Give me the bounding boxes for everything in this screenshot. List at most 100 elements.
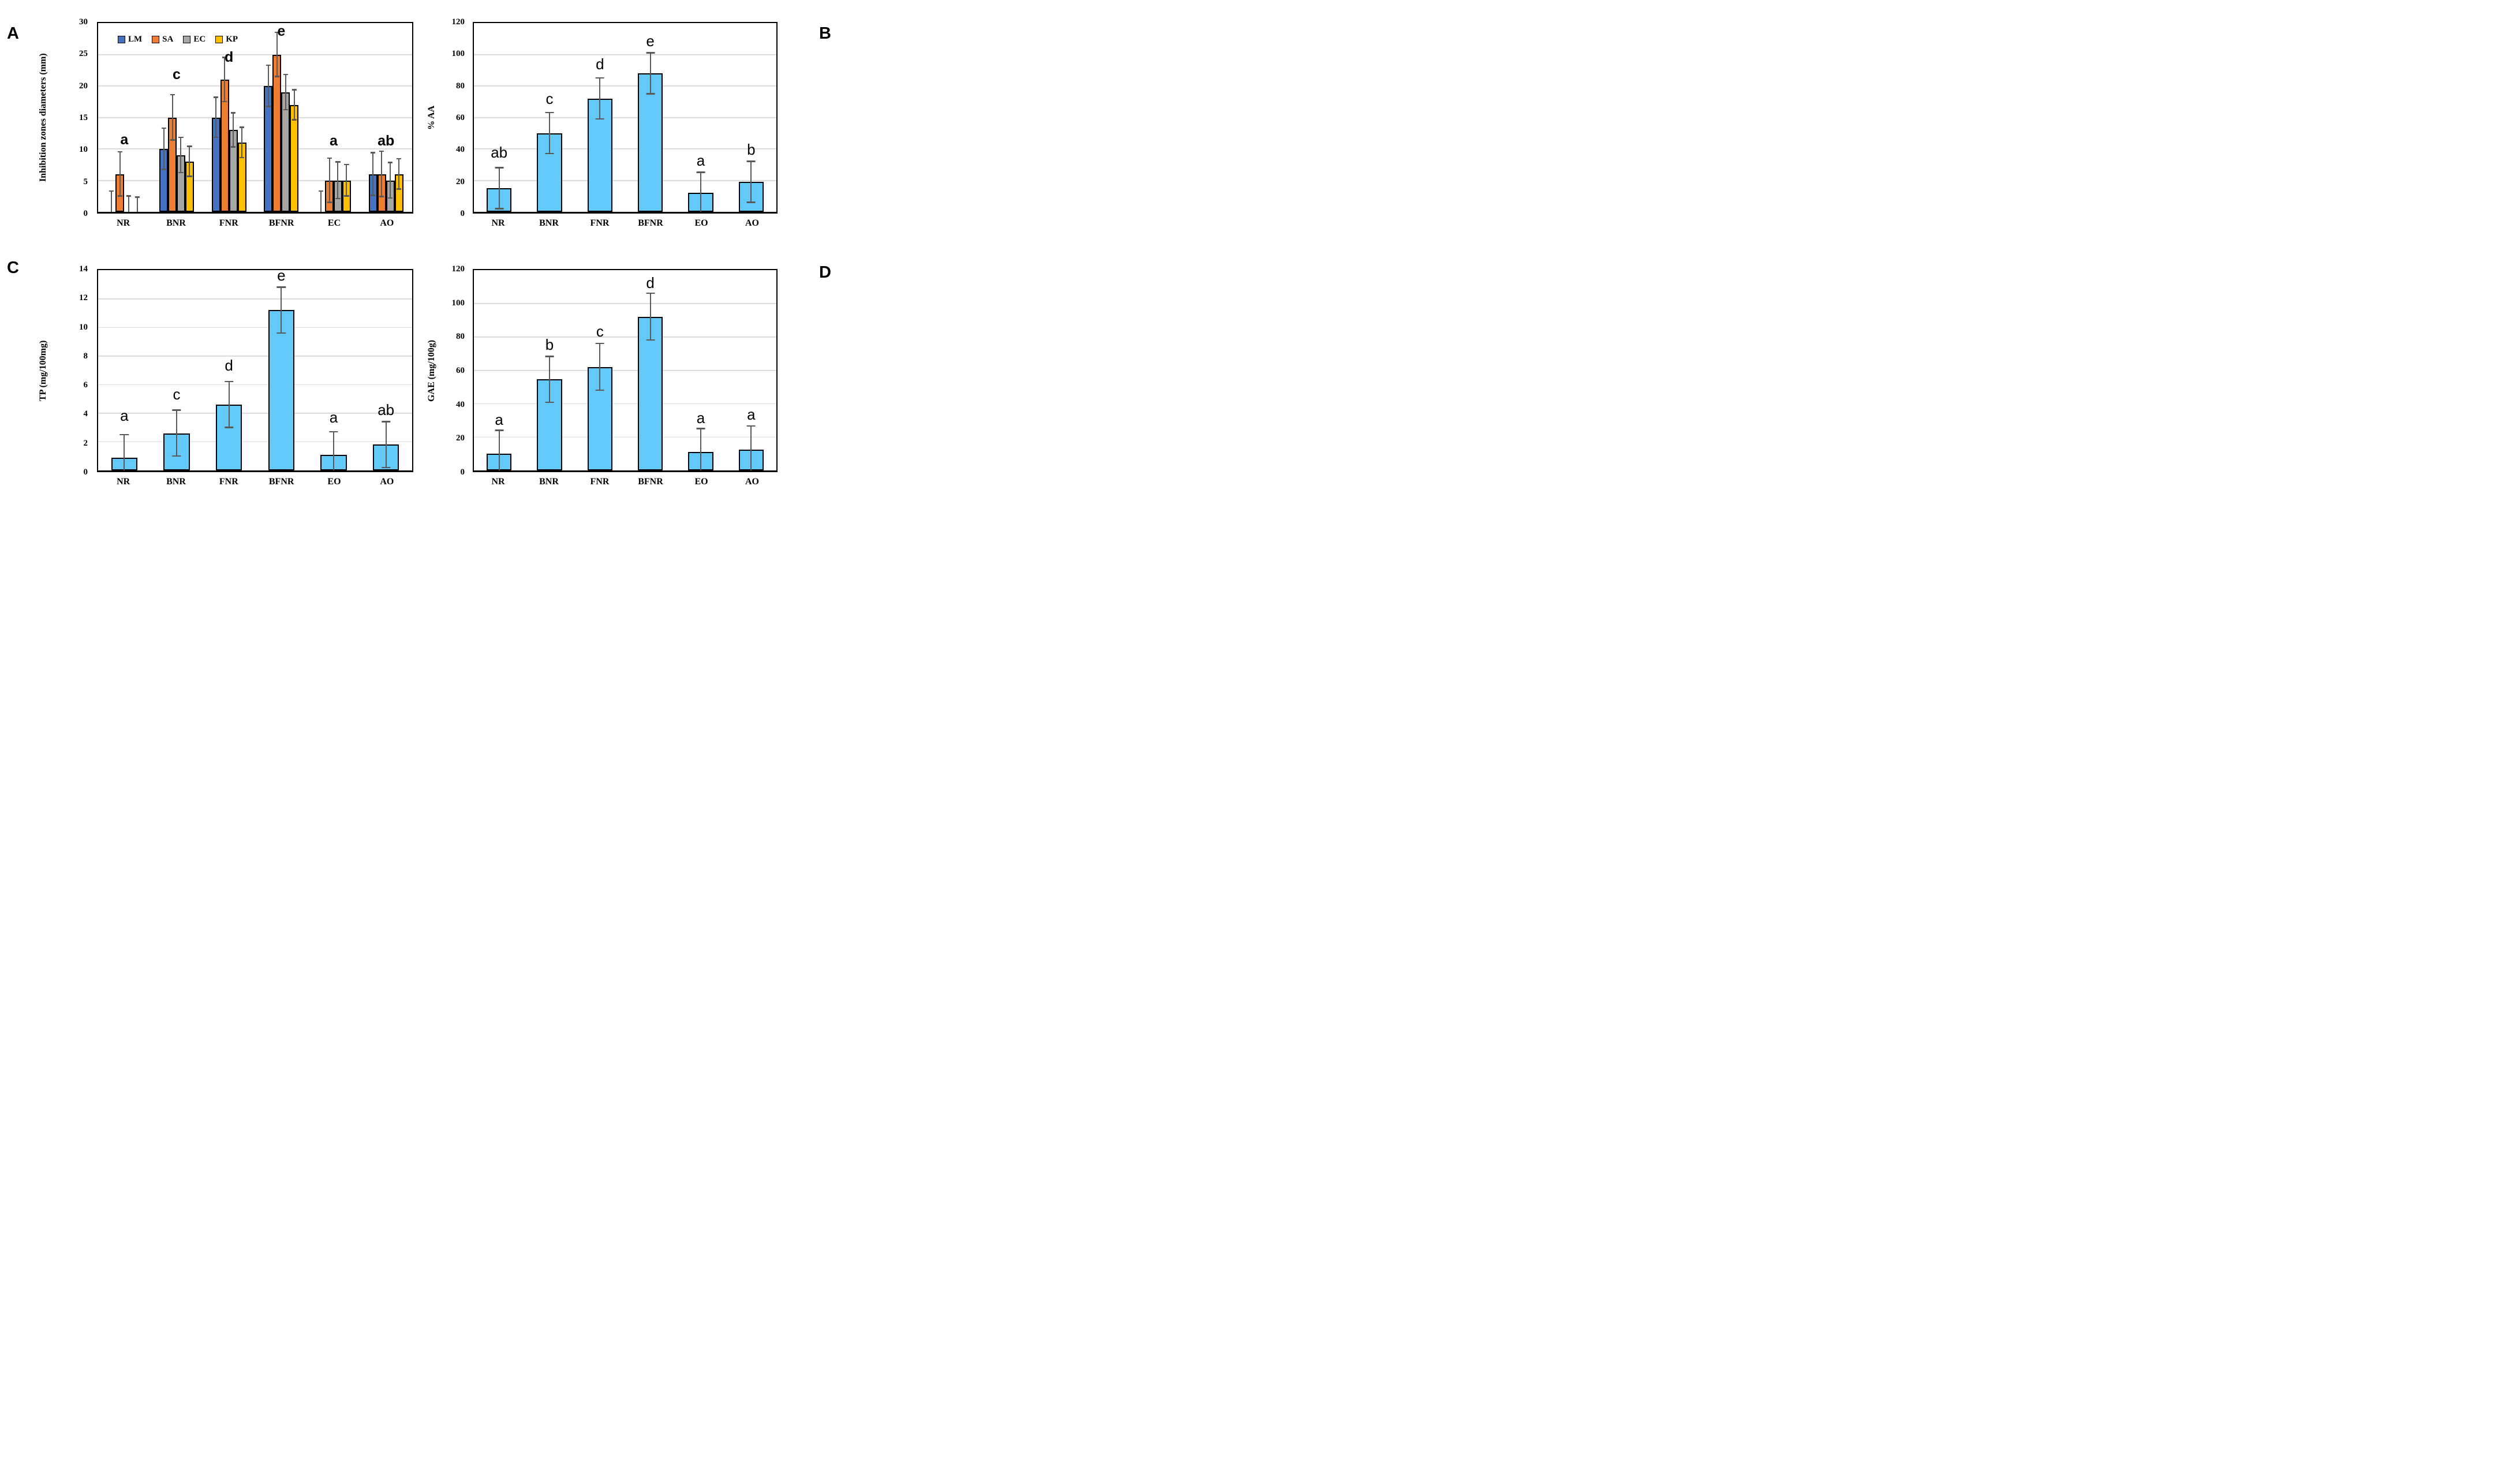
y-tick-label: 20 xyxy=(456,433,465,443)
y-tick-label: 10 xyxy=(79,322,88,332)
error-bar-cap xyxy=(495,208,504,210)
error-bar-cap xyxy=(495,429,504,431)
error-bar-cap xyxy=(388,197,393,199)
error-bar-cap xyxy=(371,195,376,196)
significance-letter: d xyxy=(646,274,655,291)
error-bar-stem xyxy=(599,78,601,119)
error-bar-stem xyxy=(163,128,165,170)
gridline xyxy=(98,298,412,300)
error-bar-cap xyxy=(172,409,181,411)
gridline xyxy=(474,436,776,438)
x-tick-label: FNR xyxy=(590,477,610,487)
significance-letter: a xyxy=(747,406,756,424)
error-bar-cap xyxy=(344,195,349,197)
gridline xyxy=(474,303,776,304)
error-bar-cap xyxy=(214,96,219,98)
error-bar-cap xyxy=(381,421,391,423)
error-bar-stem xyxy=(320,191,322,212)
error-bar-stem xyxy=(267,65,269,107)
error-bar-stem xyxy=(241,127,243,158)
error-bar-cap xyxy=(329,431,338,433)
significance-letter: a xyxy=(696,151,705,169)
legend-label: EC xyxy=(193,35,206,44)
error-bar-stem xyxy=(171,95,173,140)
y-axis-ticks-d: 0 20 40 60 80 100 120 xyxy=(442,264,468,477)
error-bar-stem xyxy=(649,293,651,341)
error-bar-cap xyxy=(119,433,129,436)
bar xyxy=(268,310,294,470)
gridline xyxy=(98,180,412,181)
error-bar-stem xyxy=(750,426,752,470)
error-bar-cap xyxy=(746,425,756,427)
figure: A Inhibition zones diameters (mm) 0 5 10 15… xyxy=(0,0,839,494)
panel-label-d: D xyxy=(819,263,831,282)
error-bar-stem xyxy=(337,162,339,199)
error-bar-stem xyxy=(176,410,177,457)
y-tick-label: 6 xyxy=(83,380,88,390)
legend-swatch-SA xyxy=(152,36,160,43)
error-bar-cap xyxy=(696,171,705,173)
error-bar-stem xyxy=(549,113,550,154)
significance-letter: a xyxy=(329,408,338,426)
y-tick-label: 8 xyxy=(83,351,88,361)
bar xyxy=(290,104,299,212)
error-bar-cap xyxy=(396,188,402,190)
error-bar-stem xyxy=(189,146,190,177)
gridline xyxy=(98,355,412,357)
error-bar-cap xyxy=(283,73,288,76)
error-bar-cap xyxy=(266,64,271,66)
panel-label-c: C xyxy=(7,259,19,277)
error-bar-cap xyxy=(646,292,655,294)
x-tick-label: NR xyxy=(117,218,130,228)
significance-letter: ab xyxy=(491,144,508,162)
error-bar-cap xyxy=(595,342,604,345)
legend-label: KP xyxy=(226,35,238,44)
error-bar-cap xyxy=(283,109,288,111)
panel-label-a: A xyxy=(7,24,19,43)
error-bar-stem xyxy=(549,356,550,403)
error-bar-stem xyxy=(124,435,125,470)
gridline xyxy=(474,369,776,371)
error-bar-stem xyxy=(119,152,121,196)
error-bar-cap xyxy=(646,339,655,341)
gridline xyxy=(98,384,412,386)
error-bar-cap xyxy=(291,119,297,121)
significance-letter: a xyxy=(696,409,705,427)
significance-letter: d xyxy=(596,55,604,73)
x-tick-label: EO xyxy=(694,477,708,487)
y-axis-ticks-b: 0 20 40 60 80 100 120 xyxy=(442,17,468,218)
error-bar-stem xyxy=(599,343,601,391)
error-bar-stem xyxy=(233,113,234,147)
error-bar-stem xyxy=(285,74,286,110)
gridline xyxy=(98,413,412,414)
error-bar-cap xyxy=(117,151,122,153)
error-bar-stem xyxy=(293,89,295,120)
error-bar-cap xyxy=(335,161,341,163)
x-tick-label: FNR xyxy=(219,477,238,487)
significance-letter: ab xyxy=(378,401,395,419)
error-bar-cap xyxy=(231,146,236,148)
gridline xyxy=(98,441,412,443)
x-tick-label: BNR xyxy=(539,218,559,228)
x-tick-label: BFNR xyxy=(268,477,294,487)
error-bar-stem xyxy=(136,197,138,212)
error-bar-stem xyxy=(224,57,226,102)
y-tick-label: 100 xyxy=(451,49,465,59)
gridline xyxy=(98,327,412,328)
y-tick-label: 60 xyxy=(456,366,465,375)
x-tick-label: NR xyxy=(491,218,505,228)
error-bar-cap xyxy=(379,196,384,197)
error-bar-cap xyxy=(172,455,181,457)
error-bar-cap xyxy=(318,190,323,192)
error-bar-cap xyxy=(545,111,554,114)
error-bar-cap xyxy=(327,157,332,159)
bar xyxy=(537,133,562,212)
significance-letter: c xyxy=(173,386,181,403)
y-tick-label: 20 xyxy=(79,81,88,91)
y-tick-label: 0 xyxy=(83,209,88,218)
legend-swatch-EC xyxy=(183,36,191,43)
error-bar-stem xyxy=(381,151,383,197)
error-bar-cap xyxy=(291,89,297,91)
significance-letter: c xyxy=(596,322,604,340)
x-tick-label: AO xyxy=(380,477,394,487)
